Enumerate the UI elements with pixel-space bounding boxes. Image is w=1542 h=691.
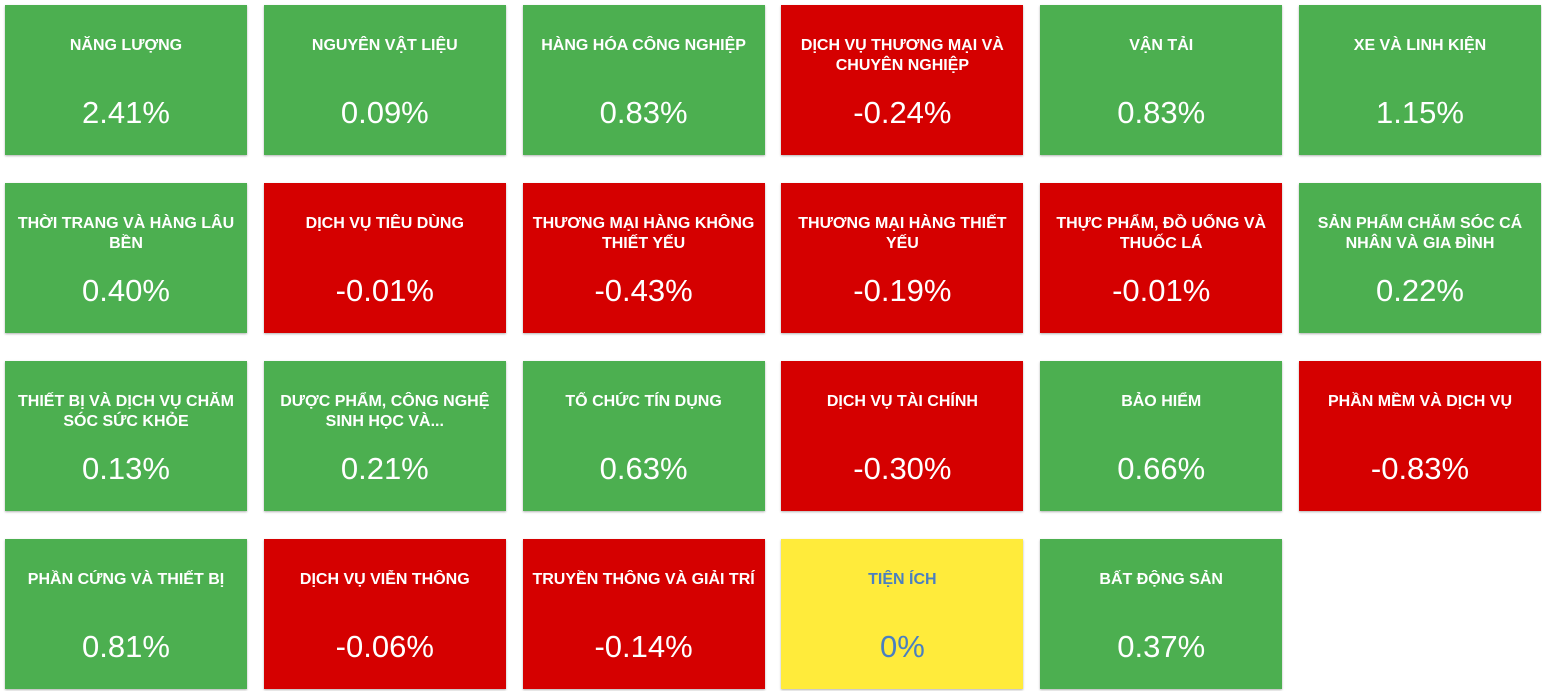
sector-tile[interactable]: XE VÀ LINH KIỆN 1.15% bbox=[1299, 5, 1541, 155]
sector-name: THIẾT BỊ VÀ DỊCH VỤ CHĂM SÓC SỨC KHỎE bbox=[18, 393, 234, 430]
sector-tile[interactable]: THỜI TRANG VÀ HÀNG LÂU BỀN 0.40% bbox=[5, 183, 247, 333]
sector-change: 0.81% bbox=[82, 629, 170, 664]
sector-tile[interactable]: THƯƠNG MẠI HÀNG THIẾT YẾU -0.19% bbox=[781, 183, 1024, 333]
sector-name: THƯƠNG MẠI HÀNG KHÔNG THIẾT YẾU bbox=[532, 215, 755, 252]
sector-change: 1.15% bbox=[1376, 95, 1464, 130]
sector-name: THỰC PHẨM, ĐỒ UỐNG VÀ THUỐC LÁ bbox=[1056, 215, 1267, 252]
sector-change: -0.43% bbox=[594, 273, 693, 308]
sector-name: HÀNG HÓA CÔNG NGHIỆP bbox=[541, 37, 746, 54]
sector-name: NGUYÊN VẬT LIỆU bbox=[311, 37, 458, 54]
sector-change: -0.01% bbox=[335, 273, 434, 308]
sector-tile[interactable]: TIỆN ÍCH 0% bbox=[781, 539, 1024, 689]
sector-change: 0.13% bbox=[82, 451, 170, 486]
sector-change: -0.83% bbox=[1370, 451, 1470, 486]
sector-name: BẤT ĐỘNG SẢN bbox=[1099, 571, 1223, 588]
sector-change: 0.37% bbox=[1117, 629, 1206, 664]
sector-change: 0.21% bbox=[340, 451, 429, 486]
sector-tile[interactable]: THƯƠNG MẠI HÀNG KHÔNG THIẾT YẾU -0.43% bbox=[522, 183, 765, 333]
sector-tile[interactable]: BẢO HIỂM 0.66% bbox=[1040, 361, 1283, 511]
sector-tile[interactable]: NĂNG LƯỢNG 2.41% bbox=[5, 5, 247, 155]
sector-change: 2.41% bbox=[82, 95, 170, 130]
sector-change: 0% bbox=[879, 629, 925, 664]
sector-name: DỊCH VỤ TÀI CHÍNH bbox=[826, 393, 978, 410]
sector-name: DỊCH VỤ VIỄN THÔNG bbox=[299, 571, 470, 588]
sector-change: 0.83% bbox=[599, 95, 688, 130]
sector-name: DỊCH VỤ TIÊU DÙNG bbox=[305, 215, 464, 232]
sector-tile[interactable]: TRUYỀN THÔNG VÀ GIẢI TRÍ -0.14% bbox=[522, 539, 765, 689]
sector-name: TỔ CHỨC TÍN DỤNG bbox=[565, 393, 722, 410]
sector-change: 0.40% bbox=[82, 273, 170, 308]
sector-change: -0.06% bbox=[335, 629, 434, 664]
sector-name: TRUYỀN THÔNG VÀ GIẢI TRÍ bbox=[532, 571, 755, 588]
sector-tile[interactable]: HÀNG HÓA CÔNG NGHIỆP 0.83% bbox=[522, 5, 765, 155]
sector-tile[interactable]: THIẾT BỊ VÀ DỊCH VỤ CHĂM SÓC SỨC KHỎE 0.1… bbox=[5, 361, 247, 511]
sector-change: 0.63% bbox=[599, 451, 688, 486]
sector-name: DƯỢC PHẨM, CÔNG NGHỆ SINH HỌC VÀ... bbox=[280, 393, 490, 430]
sector-name: DỊCH VỤ THƯƠNG MẠI VÀ CHUYÊN NGHIỆP bbox=[800, 37, 1004, 74]
sector-change: -0.14% bbox=[594, 629, 693, 664]
sector-change: -0.24% bbox=[853, 95, 952, 130]
sector-name: PHẦN CỨNG VÀ THIẾT BỊ bbox=[27, 571, 225, 588]
sector-change: -0.01% bbox=[1112, 273, 1211, 308]
sector-tile[interactable]: DỊCH VỤ TIÊU DÙNG -0.01% bbox=[263, 183, 506, 333]
sector-name: TIỆN ÍCH bbox=[868, 571, 937, 588]
sector-change: -0.19% bbox=[853, 273, 952, 308]
sector-tile[interactable]: BẤT ĐỘNG SẢN 0.37% bbox=[1040, 539, 1283, 689]
sector-change: -0.30% bbox=[853, 451, 952, 486]
sector-tile[interactable]: DỊCH VỤ VIỄN THÔNG -0.06% bbox=[263, 539, 506, 689]
sector-name: XE VÀ LINH KIỆN bbox=[1353, 37, 1487, 54]
sector-name: BẢO HIỂM bbox=[1121, 393, 1202, 410]
sector-change: 0.66% bbox=[1117, 451, 1206, 486]
sector-change: 0.22% bbox=[1376, 273, 1464, 308]
sector-name: SẢN PHẨM CHĂM SÓC CÁ NHÂN VÀ GIA ĐÌNH bbox=[1317, 215, 1523, 252]
sector-tile[interactable]: NGUYÊN VẬT LIỆU 0.09% bbox=[263, 5, 506, 155]
sector-tile[interactable]: TỔ CHỨC TÍN DỤNG 0.63% bbox=[522, 361, 765, 511]
sector-name: THƯƠNG MẠI HÀNG THIẾT YẾU bbox=[798, 215, 1007, 252]
sector-change: 0.09% bbox=[340, 95, 429, 130]
sector-tile[interactable]: DỊCH VỤ THƯƠNG MẠI VÀ CHUYÊN NGHIỆP -0.24… bbox=[781, 5, 1024, 155]
sector-name: VẬN TẢI bbox=[1129, 37, 1194, 54]
sector-tile[interactable]: DỊCH VỤ TÀI CHÍNH -0.30% bbox=[781, 361, 1024, 511]
sector-name: PHẦN MỀM VÀ DỊCH VỤ bbox=[1327, 393, 1512, 410]
sector-tile[interactable]: THỰC PHẨM, ĐỒ UỐNG VÀ THUỐC LÁ -0.01% bbox=[1040, 183, 1283, 333]
sector-tile[interactable]: DƯỢC PHẨM, CÔNG NGHỆ SINH HỌC VÀ... 0.21% bbox=[263, 361, 506, 511]
sector-name: THỜI TRANG VÀ HÀNG LÂU BỀN bbox=[17, 215, 235, 252]
sector-tile[interactable]: VẬN TẢI 0.83% bbox=[1040, 5, 1283, 155]
sector-tile[interactable]: PHẦN CỨNG VÀ THIẾT BỊ 0.81% bbox=[5, 539, 247, 689]
sector-name: NĂNG LƯỢNG bbox=[69, 37, 183, 54]
sector-tile[interactable]: SẢN PHẨM CHĂM SÓC CÁ NHÂN VÀ GIA ĐÌNH 0.2… bbox=[1299, 183, 1541, 333]
sector-change: 0.83% bbox=[1117, 95, 1206, 130]
sector-tile[interactable]: PHẦN MỀM VÀ DỊCH VỤ -0.83% bbox=[1299, 361, 1541, 511]
